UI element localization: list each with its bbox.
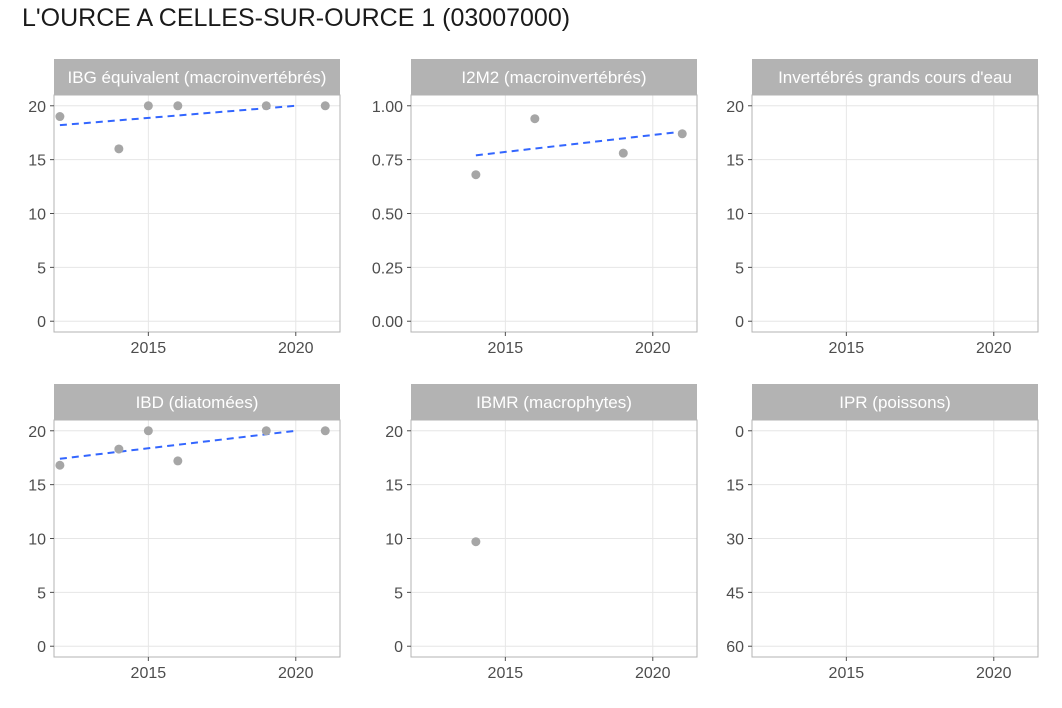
facet-strip — [752, 384, 1038, 420]
trend-line — [59, 104, 296, 127]
data-point — [471, 170, 481, 180]
x-tick-label: 2020 — [976, 665, 1012, 682]
y-tick-label: 0.00 — [372, 314, 403, 331]
y-tick-label: 0 — [735, 424, 744, 441]
data-point — [173, 101, 183, 111]
data-point — [530, 114, 540, 124]
y-tick-label: 0 — [394, 639, 403, 656]
data-point — [320, 426, 330, 436]
y-tick-label: 15 — [726, 478, 744, 495]
facet-panel-1: IBG équivalent (macroinvertébrés) 0 5 10 15 2… — [28, 59, 341, 357]
facet-strip — [54, 59, 340, 95]
x-tick-label: 2015 — [829, 665, 865, 682]
data-point — [55, 112, 65, 122]
facet-panel-5: IBMR (macrophytes) 0 5 10 15 20 2015 2020 — [385, 384, 698, 682]
data-point — [143, 426, 153, 436]
facet-strip — [54, 384, 340, 420]
y-tick-label: 5 — [394, 585, 403, 602]
data-point — [143, 101, 153, 111]
facet-panel-2: I2M2 (macroinvertébrés) 0.00 0.25 0.50 0.75 1… — [372, 59, 698, 357]
y-tick-label: 10 — [385, 532, 403, 549]
data-point — [320, 101, 330, 111]
x-tick-label: 2015 — [488, 340, 524, 357]
y-tick-label: 15 — [385, 478, 403, 495]
trend-line — [59, 429, 296, 460]
data-point — [55, 460, 65, 470]
y-tick-label: 60 — [726, 639, 744, 656]
y-tick-label: 0 — [37, 639, 46, 656]
data-point — [114, 444, 124, 454]
y-tick-label: 20 — [385, 424, 403, 441]
data-point — [261, 101, 271, 111]
y-tick-label: 15 — [726, 153, 744, 170]
x-tick-label: 2015 — [829, 340, 865, 357]
data-point — [618, 148, 628, 158]
y-tick-label: 15 — [28, 153, 46, 170]
y-tick-label: 10 — [28, 532, 46, 549]
x-tick-label: 2020 — [976, 340, 1012, 357]
facet-title: IBMR (macrophytes) — [476, 393, 632, 412]
facet-panel-6: IPR (poissons) 0 15 30 45 60 2015 2020 — [726, 384, 1039, 682]
y-tick-label: 0 — [735, 314, 744, 331]
data-point — [471, 537, 481, 547]
facet-panel-4: IBD (diatomées) 0 5 10 15 20 2015 2020 — [28, 384, 341, 682]
trend-line — [475, 130, 683, 157]
facet-strip — [752, 59, 1038, 95]
y-tick-label: 20 — [28, 99, 46, 116]
facet-title: Invertébrés grands cours d'eau — [778, 68, 1012, 87]
facet-panel-3: Invertébrés grands cours d'eau0510152020… — [726, 59, 1039, 357]
y-tick-label: 10 — [726, 207, 744, 224]
data-point — [261, 426, 271, 436]
y-tick-label: 5 — [735, 260, 744, 277]
x-tick-label: 2015 — [488, 665, 524, 682]
facet-title: IPR (poissons) — [839, 393, 950, 412]
data-point — [173, 456, 183, 466]
page-title: L'OURCE A CELLES-SUR-OURCE 1 (03007000) — [22, 4, 571, 32]
y-tick-label: 20 — [28, 424, 46, 441]
y-tick-label: 15 — [28, 478, 46, 495]
facet-strip — [411, 384, 697, 420]
x-tick-label: 2020 — [278, 665, 314, 682]
facet-title: I2M2 (macroinvertébrés) — [461, 68, 646, 87]
x-tick-label: 2020 — [635, 340, 671, 357]
facet-title: IBG équivalent (macroinvertébrés) — [68, 68, 327, 87]
y-tick-label: 5 — [37, 585, 46, 602]
y-tick-label: 1.00 — [372, 99, 403, 116]
x-tick-label: 2020 — [278, 340, 314, 357]
data-point — [677, 129, 687, 139]
data-point — [114, 144, 124, 154]
y-tick-label: 0.50 — [372, 207, 403, 224]
y-tick-label: 20 — [726, 99, 744, 116]
y-tick-label: 45 — [726, 585, 744, 602]
y-tick-label: 10 — [28, 207, 46, 224]
x-tick-label: 2020 — [635, 665, 671, 682]
y-tick-label: 5 — [37, 260, 46, 277]
facet-title: IBD (diatomées) — [136, 393, 259, 412]
y-tick-label: 0.25 — [372, 260, 403, 277]
y-tick-label: 0.75 — [372, 153, 403, 170]
y-tick-label: 0 — [37, 314, 46, 331]
x-tick-label: 2015 — [131, 665, 167, 682]
x-tick-label: 2015 — [131, 340, 167, 357]
y-tick-label: 30 — [726, 532, 744, 549]
facet-strip — [411, 59, 697, 95]
